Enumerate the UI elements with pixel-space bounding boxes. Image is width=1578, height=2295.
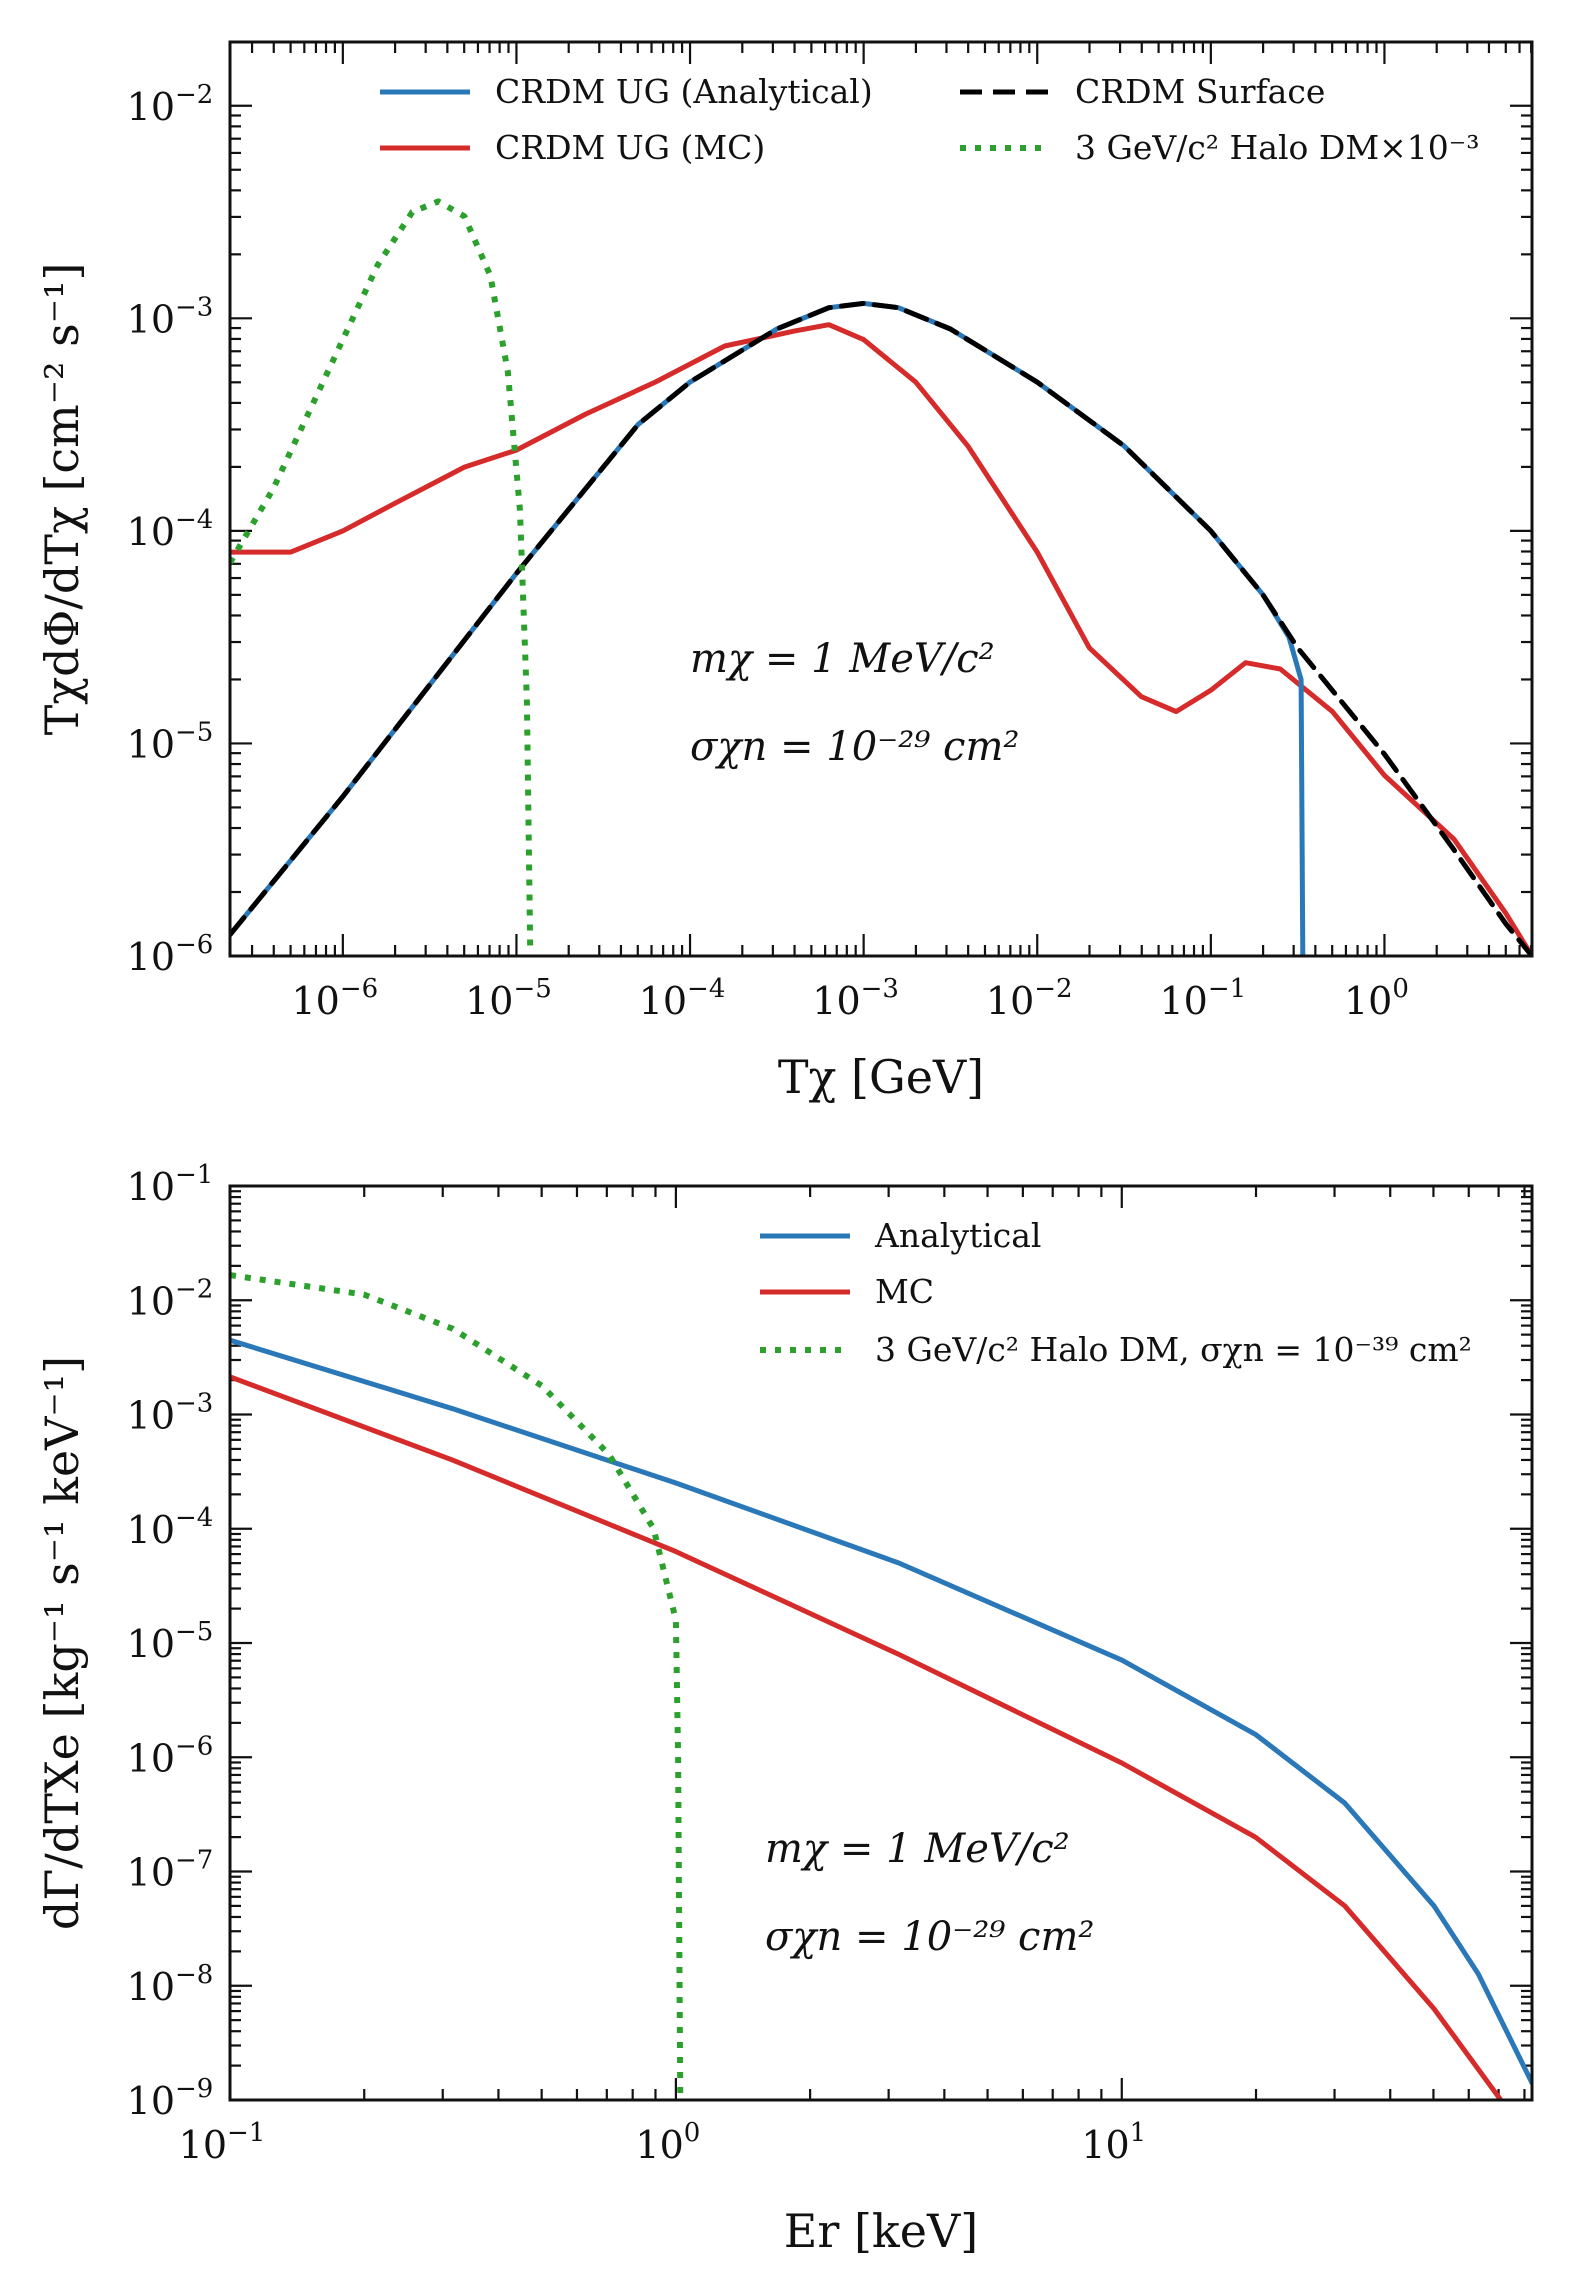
x-tick-label: 10−3 xyxy=(812,974,899,1023)
legend-label-halo: 3 GeV/c² Halo DM×10⁻³ xyxy=(1075,128,1479,167)
x-tick-label: 10−6 xyxy=(291,974,378,1023)
axis-ticks xyxy=(228,1184,1532,2102)
legend: Analytical MC 3 GeV/c² Halo DM, σχn = 10⁻³… xyxy=(760,1216,1472,1369)
tick-labels: 10−6 10−5 10−4 10−3 10−2 10−1 100 10−6 10−5 10−4 1… xyxy=(127,80,1409,1023)
y-tick-label: 10−2 xyxy=(127,1274,214,1323)
y-tick-label: 10−9 xyxy=(127,2074,214,2123)
y-tick-label: 10−7 xyxy=(127,1846,214,1895)
flux-panel: 10−6 10−5 10−4 10−3 10−2 10−1 100 10−6 10−5 10−4 1… xyxy=(35,40,1534,1104)
y-tick-label: 10−3 xyxy=(127,1389,214,1438)
y-axis-title: TχdΦ/dTχ [cm⁻² s⁻¹] xyxy=(35,263,89,736)
annotation-1: σχn = 10⁻²⁹ cm² xyxy=(690,724,1019,770)
y-tick-label: 10−4 xyxy=(127,505,214,554)
legend-label-mc: CRDM UG (MC) xyxy=(495,128,765,167)
legend-label-analytical: CRDM UG (Analytical) xyxy=(495,72,873,111)
y-tick-label: 10−4 xyxy=(127,1503,214,1552)
plot-frame xyxy=(228,1184,1534,2102)
x-tick-label: 101 xyxy=(1081,2118,1146,2167)
series-group xyxy=(230,1272,1532,2100)
y-tick-label: 10−6 xyxy=(127,1731,214,1780)
y-tick-label: 10−1 xyxy=(127,1160,214,1209)
legend-label-analytical: Analytical xyxy=(874,1216,1041,1255)
legend-label-surface: CRDM Surface xyxy=(1075,72,1325,111)
y-tick-label: 10−8 xyxy=(127,1960,214,2009)
y-tick-label: 10−5 xyxy=(127,717,214,766)
series-line-halo xyxy=(230,1272,684,2100)
annotation-0: mχ = 1 MeV/c² xyxy=(690,636,995,682)
series-line-analytical xyxy=(230,1337,1532,2086)
y-axis-title: dΓ/dTXe [kg⁻¹ s⁻¹ keV⁻¹] xyxy=(35,1356,89,1930)
rate-panel: 10−1 100 101 10−9 10−8 10−7 10−6 10−5 10−4 10−3 10… xyxy=(35,1160,1534,2258)
x-tick-label: 100 xyxy=(1344,974,1409,1023)
series-group xyxy=(230,198,1532,956)
x-tick-label: 10−1 xyxy=(1159,974,1246,1023)
y-tick-label: 10−3 xyxy=(127,292,214,341)
series-line-mc xyxy=(230,1374,1504,2100)
y-tick-label: 10−2 xyxy=(127,80,214,129)
series-line-halo xyxy=(230,198,534,956)
x-tick-label: 10−5 xyxy=(465,974,552,1023)
x-tick-label: 10−4 xyxy=(639,974,726,1023)
legend-label-halo: 3 GeV/c² Halo DM, σχn = 10⁻³⁹ cm² xyxy=(875,1330,1472,1369)
x-tick-label: 10−2 xyxy=(986,974,1073,1023)
y-tick-label: 10−5 xyxy=(127,1617,214,1666)
annotation-1: σχn = 10⁻²⁹ cm² xyxy=(765,1914,1094,1960)
legend-label-mc: MC xyxy=(875,1272,934,1311)
legend: CRDM UG (Analytical) CRDM Surface CRDM UG … xyxy=(380,72,1479,167)
series-line-surface xyxy=(230,300,1532,956)
tick-labels: 10−1 100 101 10−9 10−8 10−7 10−6 10−5 10−4 10−3 10… xyxy=(127,1160,1147,2167)
x-tick-label: 10−1 xyxy=(179,2118,266,2167)
y-tick-label: 10−6 xyxy=(127,930,214,979)
plot-frame xyxy=(228,40,1534,958)
x-axis-title: Er [keV] xyxy=(784,2204,978,2258)
annotation-0: mχ = 1 MeV/c² xyxy=(765,1826,1070,1872)
x-axis-title: Tχ [GeV] xyxy=(778,1050,984,1104)
series-line-mc xyxy=(230,322,1532,956)
x-tick-label: 100 xyxy=(635,2118,700,2167)
